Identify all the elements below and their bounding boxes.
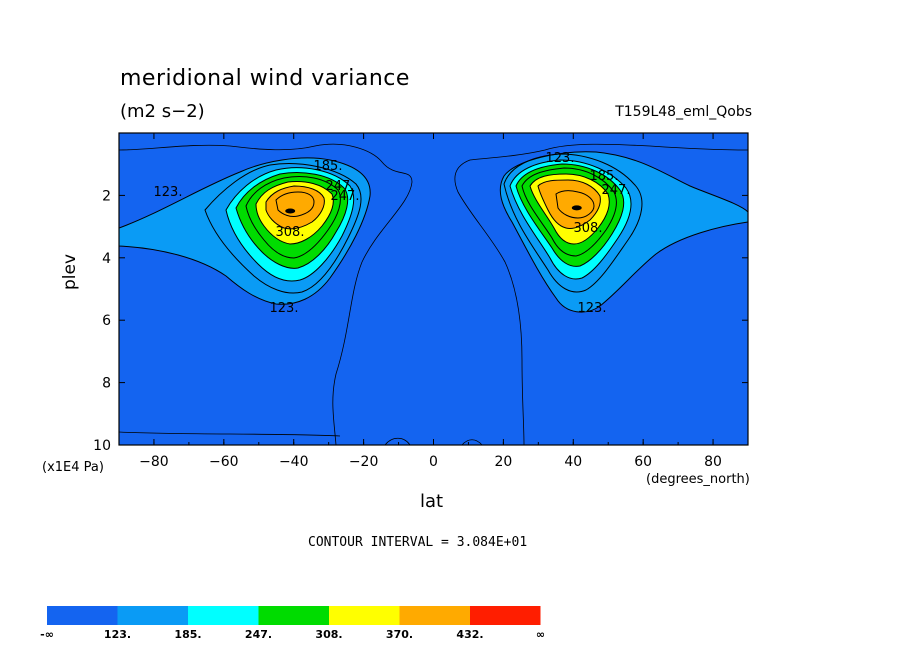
colorbar: -∞ 123. 185. 247. 308. 370. 432. ∞	[40, 606, 545, 641]
contour-label: 247.	[331, 189, 360, 204]
colorbar-swatch	[470, 606, 541, 625]
colorbar-swatch	[329, 606, 400, 625]
x-tick-label: −80	[139, 454, 169, 470]
colorbar-swatch	[188, 606, 259, 625]
peak-marker	[285, 208, 296, 214]
contour-line	[509, 159, 632, 280]
x-tick-label: 80	[704, 454, 722, 470]
x-tick-label: −40	[279, 454, 309, 470]
contour-lines	[119, 143, 748, 445]
contour-label: 123.	[154, 185, 183, 200]
contour-line	[265, 185, 325, 230]
dataset-label: T159L48_eml_Qobs	[615, 104, 752, 120]
colorbar-label: 185.	[174, 628, 201, 641]
y-tick-label: 8	[102, 376, 111, 392]
contour-line	[521, 167, 617, 257]
y-axis-units: (x1E4 Pa)	[42, 460, 104, 475]
contour-line	[204, 163, 362, 294]
axis-ticks: −80 −60 −40 −20 0 20 40 60 80 2 4 6 8 10	[93, 133, 749, 470]
y-tick-label: 6	[102, 313, 111, 329]
contour-label: 123.	[578, 301, 607, 316]
contour-label: 123.	[270, 301, 299, 316]
contour-line	[275, 191, 315, 217]
contour-line	[499, 151, 748, 313]
contour-interval-note: CONTOUR INTERVAL = 3.084E+01	[308, 535, 528, 550]
y-tick-label: 4	[102, 251, 111, 267]
x-tick-label: −20	[349, 454, 379, 470]
contour-line	[119, 143, 413, 445]
x-axis-label: lat	[420, 491, 444, 512]
contour-line	[461, 439, 483, 445]
contour-label: 247.	[602, 183, 631, 198]
contour-line	[503, 153, 643, 293]
colorbar-label: -∞	[40, 628, 54, 641]
colorbar-label: 247.	[245, 628, 272, 641]
contour-label: 308.	[276, 225, 305, 240]
contour-line	[555, 190, 595, 219]
x-tick-label: −60	[209, 454, 239, 470]
contour-line	[119, 157, 371, 305]
colorbar-swatch	[258, 606, 329, 625]
contour-label: 308.	[574, 221, 603, 236]
x-tick-label: 20	[494, 454, 512, 470]
x-tick-label: 60	[634, 454, 652, 470]
contour-label: 123.	[546, 151, 575, 166]
colorbar-label: 432.	[456, 628, 483, 641]
peak-marker	[571, 205, 582, 211]
contour-line	[454, 143, 748, 445]
contour-line	[255, 181, 334, 245]
x-axis-units: (degrees_north)	[646, 472, 750, 487]
contour-line	[384, 437, 411, 445]
contour-line	[515, 163, 625, 267]
x-tick-label: 40	[564, 454, 582, 470]
contour-fills	[119, 133, 748, 445]
contour-line	[235, 172, 349, 269]
contour-label: 247.	[326, 179, 355, 194]
chart-units: (m2 s−2)	[120, 101, 205, 122]
contour-label: 185.	[314, 159, 343, 174]
x-tick-label: 0	[429, 454, 438, 470]
chart-title: meridional wind variance	[120, 66, 410, 91]
contour-line	[245, 176, 341, 259]
contour-line	[225, 167, 355, 282]
y-tick-label: 2	[102, 188, 111, 204]
colorbar-label: ∞	[536, 628, 545, 641]
colorbar-label: 123.	[104, 628, 131, 641]
contour-line	[119, 431, 341, 437]
colorbar-swatch	[399, 606, 470, 625]
y-tick-label: 10	[93, 438, 111, 454]
colorbar-label: 308.	[315, 628, 342, 641]
contour-band	[556, 190, 594, 218]
colorbar-swatch	[47, 606, 118, 625]
colorbar-swatch	[117, 606, 188, 625]
contour-line	[537, 179, 601, 229]
colorbar-label: 370.	[386, 628, 413, 641]
contour-label: 185.	[590, 169, 619, 184]
contour-labels: 123.185.247.247.308.123.185.247.308.123.…	[154, 151, 631, 316]
contour-line	[529, 173, 610, 245]
